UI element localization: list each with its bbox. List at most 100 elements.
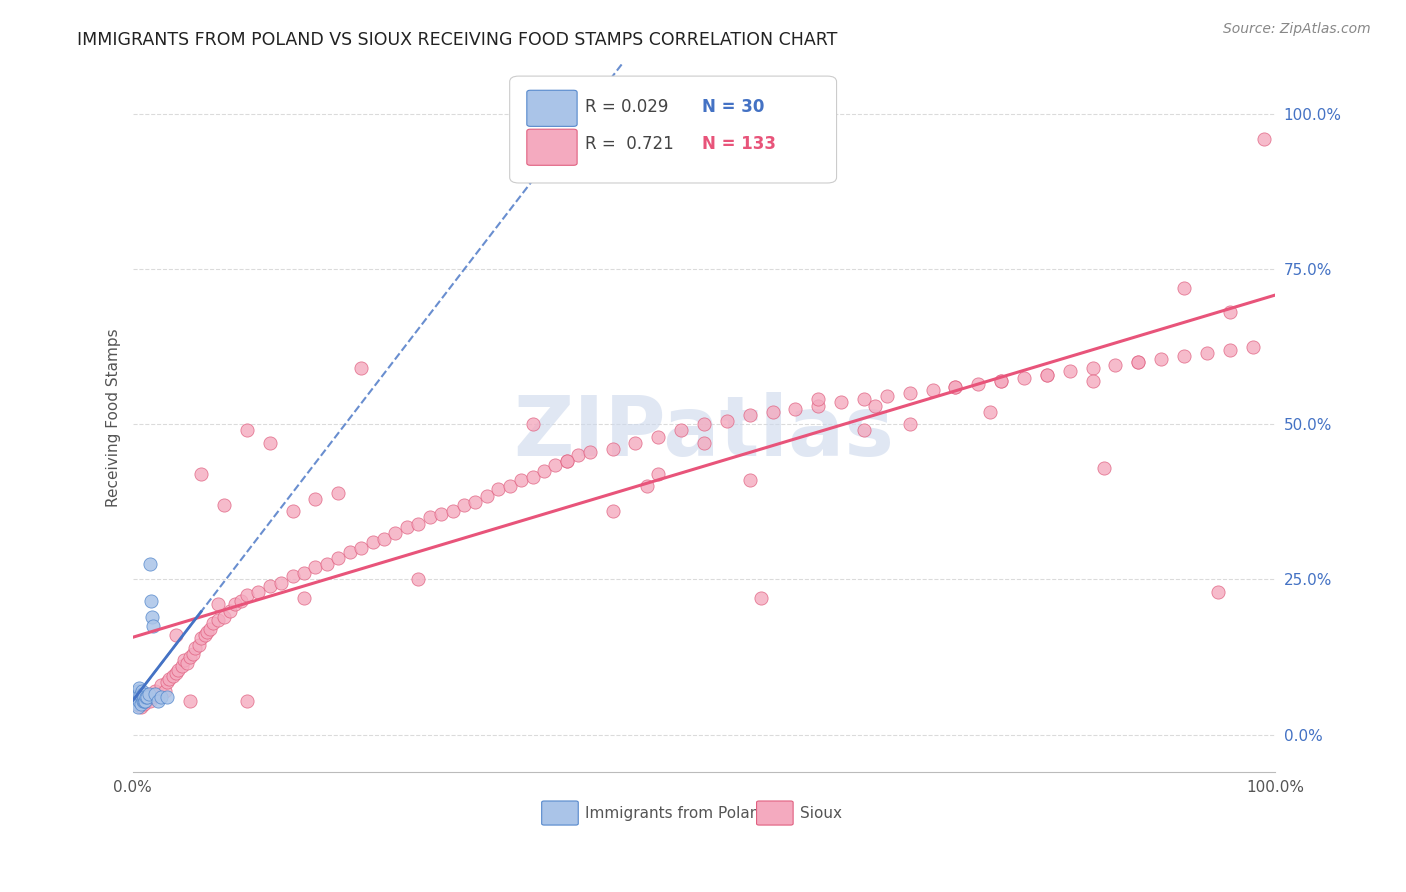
Point xyxy=(129,697,152,711)
Point xyxy=(281,504,304,518)
Point xyxy=(200,622,222,636)
Point xyxy=(1081,374,1104,388)
Point xyxy=(156,690,179,705)
Point xyxy=(464,495,486,509)
Point xyxy=(170,659,193,673)
Point xyxy=(165,665,187,680)
Point xyxy=(304,560,326,574)
Point xyxy=(184,640,207,655)
Point xyxy=(876,389,898,403)
Point xyxy=(1081,361,1104,376)
Point xyxy=(1195,346,1218,360)
Point xyxy=(138,557,160,571)
Point xyxy=(157,672,180,686)
FancyBboxPatch shape xyxy=(756,801,793,825)
Point xyxy=(127,690,149,705)
Point xyxy=(195,625,218,640)
Point xyxy=(499,479,522,493)
Text: N = 133: N = 133 xyxy=(702,135,776,153)
Y-axis label: Receiving Food Stamps: Receiving Food Stamps xyxy=(107,328,121,508)
Point xyxy=(190,632,212,646)
Point xyxy=(132,693,155,707)
Point xyxy=(218,603,240,617)
Point xyxy=(138,693,160,707)
Point xyxy=(124,693,146,707)
Text: N = 30: N = 30 xyxy=(702,97,763,116)
Point xyxy=(865,399,887,413)
Point xyxy=(292,566,315,581)
Text: Sioux: Sioux xyxy=(800,805,842,821)
FancyBboxPatch shape xyxy=(527,90,576,127)
Text: Source: ZipAtlas.com: Source: ZipAtlas.com xyxy=(1223,22,1371,37)
Point xyxy=(350,361,373,376)
Point xyxy=(212,498,235,512)
Point xyxy=(453,498,475,512)
Point xyxy=(132,687,155,701)
Point xyxy=(647,467,669,481)
Point xyxy=(136,687,159,701)
Point xyxy=(1241,340,1264,354)
Point xyxy=(373,532,395,546)
Point xyxy=(1012,370,1035,384)
Point xyxy=(132,690,155,705)
Point xyxy=(853,424,876,438)
Point xyxy=(738,473,761,487)
Point xyxy=(441,504,464,518)
Point xyxy=(173,653,195,667)
Point xyxy=(522,470,544,484)
Point xyxy=(898,417,921,432)
Point xyxy=(131,690,153,705)
Point xyxy=(142,619,165,633)
Point xyxy=(1036,368,1059,382)
Point xyxy=(134,693,156,707)
Point xyxy=(486,483,509,497)
Point xyxy=(129,687,152,701)
Point xyxy=(135,693,157,707)
Point xyxy=(602,442,624,456)
Point xyxy=(150,678,173,692)
Point xyxy=(533,464,555,478)
Point xyxy=(1208,585,1230,599)
Point xyxy=(350,541,373,556)
Point xyxy=(141,609,163,624)
Point xyxy=(328,550,350,565)
Point xyxy=(853,392,876,407)
Point xyxy=(475,489,498,503)
Point xyxy=(339,544,361,558)
Point xyxy=(128,681,150,695)
Point xyxy=(165,628,187,642)
Point xyxy=(229,594,252,608)
Point xyxy=(139,690,162,705)
Point xyxy=(132,697,155,711)
Point xyxy=(128,693,150,707)
Point xyxy=(304,491,326,506)
Point xyxy=(384,525,406,540)
Point xyxy=(125,697,148,711)
Point xyxy=(125,697,148,711)
Point xyxy=(187,638,209,652)
Point xyxy=(193,628,215,642)
Point xyxy=(1092,460,1115,475)
Point xyxy=(142,687,165,701)
Point xyxy=(179,650,201,665)
Point xyxy=(270,575,292,590)
Point xyxy=(131,684,153,698)
Point xyxy=(578,445,600,459)
Point xyxy=(738,408,761,422)
Point xyxy=(190,467,212,481)
Point xyxy=(567,448,589,462)
Point xyxy=(136,690,159,705)
FancyBboxPatch shape xyxy=(541,801,578,825)
Point xyxy=(749,591,772,606)
FancyBboxPatch shape xyxy=(510,76,837,183)
Point xyxy=(807,399,830,413)
Point xyxy=(1173,349,1195,363)
Point xyxy=(898,386,921,401)
Point xyxy=(259,579,281,593)
FancyBboxPatch shape xyxy=(527,129,576,165)
Point xyxy=(945,380,967,394)
Point xyxy=(636,479,658,493)
Point xyxy=(395,519,418,533)
Point xyxy=(181,647,204,661)
Point xyxy=(1219,305,1241,319)
